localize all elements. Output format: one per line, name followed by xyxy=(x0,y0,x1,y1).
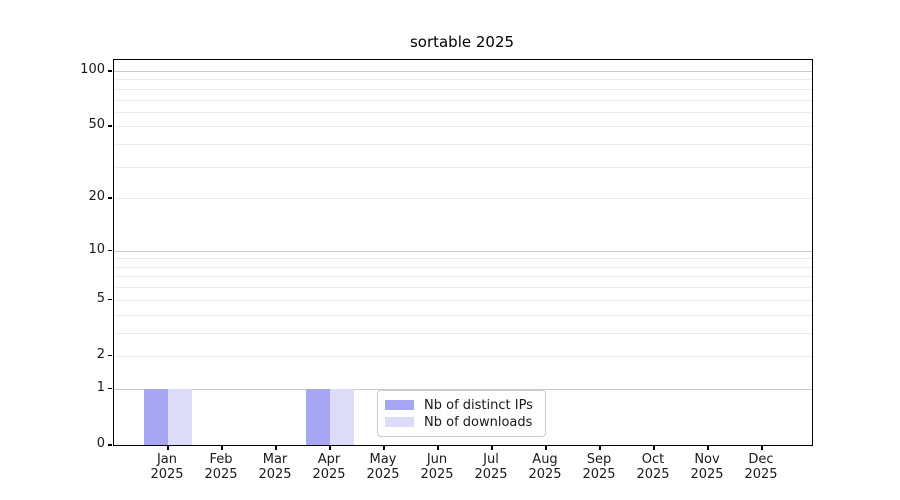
x-tick-label: Apr 2025 xyxy=(297,452,361,482)
x-tick-year: 2025 xyxy=(690,467,724,482)
legend-swatch xyxy=(385,417,414,427)
x-tick-year: 2025 xyxy=(258,467,292,482)
y-gridline-minor xyxy=(114,276,812,278)
y-gridline-minor xyxy=(114,198,812,200)
y-tick-label: 100 xyxy=(80,62,105,77)
x-tick-mark xyxy=(491,446,493,450)
y-tick-label: 20 xyxy=(88,189,105,205)
x-tick-label: Jul 2025 xyxy=(459,452,523,482)
x-tick-month: Sep xyxy=(586,452,612,467)
x-tick-year: 2025 xyxy=(204,467,238,482)
y-gridline-minor xyxy=(114,99,812,101)
x-tick-year: 2025 xyxy=(636,467,670,482)
x-tick-label: Jun 2025 xyxy=(405,452,469,482)
y-gridline-minor xyxy=(114,144,812,146)
y-gridline-minor xyxy=(114,299,812,301)
y-tick-label: 10 xyxy=(88,241,105,257)
y-tick-label: 5 xyxy=(96,290,105,306)
y-tick-mark xyxy=(108,125,112,127)
x-tick-month: Dec xyxy=(748,452,774,467)
y-gridline-major xyxy=(114,388,812,390)
x-tick-month: Apr xyxy=(317,452,341,467)
x-tick-year: 2025 xyxy=(150,467,184,482)
x-tick-mark xyxy=(329,446,331,450)
y-tick-mark xyxy=(108,354,112,357)
y-tick-mark xyxy=(108,249,112,252)
x-tick-label: Sep 2025 xyxy=(567,452,631,482)
y-gridline-minor xyxy=(114,166,812,168)
x-tick-label: Mar 2025 xyxy=(243,452,307,482)
plot-area xyxy=(113,59,813,446)
x-tick-year: 2025 xyxy=(474,467,508,482)
y-tick-label: 1 xyxy=(96,379,105,395)
x-tick-month: Nov xyxy=(694,452,720,467)
x-tick-year: 2025 xyxy=(366,467,400,482)
x-tick-label: May 2025 xyxy=(351,452,415,482)
legend-row: Nb of distinct IPs xyxy=(385,397,537,413)
y-tick-mark xyxy=(108,444,112,446)
y-gridline-major xyxy=(114,71,812,72)
x-tick-month: Aug xyxy=(532,452,558,467)
x-tick-year: 2025 xyxy=(744,467,778,482)
x-tick-month: May xyxy=(369,452,397,467)
y-tick-label: 2 xyxy=(96,346,105,362)
x-tick-mark xyxy=(707,446,709,450)
x-tick-label: Dec 2025 xyxy=(729,452,793,482)
x-tick-label: Jan 2025 xyxy=(135,452,199,482)
x-tick-month: Jul xyxy=(483,452,499,467)
x-tick-year: 2025 xyxy=(312,467,346,482)
x-tick-mark xyxy=(599,446,601,450)
x-tick-label: Aug 2025 xyxy=(513,452,577,482)
legend: Nb of distinct IPs Nb of downloads xyxy=(377,390,546,437)
bar-nb-of-distinct-ips xyxy=(144,388,168,445)
x-tick-label: Feb 2025 xyxy=(189,452,253,482)
x-tick-mark xyxy=(545,446,547,450)
y-gridline-minor xyxy=(114,314,812,316)
x-tick-mark xyxy=(761,446,763,450)
y-gridline-minor xyxy=(114,88,812,90)
chart-title: sortable 2025 xyxy=(409,33,515,51)
y-gridline-minor xyxy=(114,266,812,268)
x-tick-mark xyxy=(653,446,655,450)
bar-nb-of-downloads xyxy=(330,388,354,445)
y-tick-mark xyxy=(108,387,112,390)
x-tick-year: 2025 xyxy=(528,467,562,482)
y-tick-mark xyxy=(108,197,112,199)
x-tick-mark xyxy=(383,446,385,450)
x-tick-month: Oct xyxy=(641,452,665,467)
x-tick-mark xyxy=(167,446,169,450)
y-gridline-minor xyxy=(114,111,812,113)
y-gridline-minor xyxy=(114,126,812,128)
x-tick-year: 2025 xyxy=(420,467,454,482)
legend-label: Nb of distinct IPs xyxy=(424,397,533,413)
y-tick-label: 50 xyxy=(88,117,105,133)
y-gridline-minor xyxy=(114,79,812,81)
x-tick-mark xyxy=(437,446,439,450)
x-tick-month: Jun xyxy=(426,452,448,467)
x-tick-mark xyxy=(221,446,223,450)
bar-nb-of-distinct-ips xyxy=(306,388,330,445)
legend-swatch xyxy=(385,400,414,410)
x-tick-month: Jan xyxy=(156,452,178,467)
bar-nb-of-downloads xyxy=(168,388,192,445)
y-tick-mark xyxy=(108,298,112,301)
y-tick-mark xyxy=(108,70,112,72)
x-tick-month: Mar xyxy=(262,452,288,467)
x-tick-mark xyxy=(275,446,277,450)
y-gridline-major xyxy=(114,250,812,252)
y-gridline-minor xyxy=(114,355,812,357)
x-tick-month: Feb xyxy=(209,452,233,467)
y-gridline-minor xyxy=(114,287,812,289)
y-gridline-minor xyxy=(114,332,812,334)
y-tick-label: 0 xyxy=(96,436,105,451)
legend-label: Nb of downloads xyxy=(424,414,533,430)
x-tick-label: Nov 2025 xyxy=(675,452,739,482)
y-gridline-minor xyxy=(114,258,812,260)
x-tick-label: Oct 2025 xyxy=(621,452,685,482)
x-tick-year: 2025 xyxy=(582,467,616,482)
legend-row: Nb of downloads xyxy=(385,414,537,430)
